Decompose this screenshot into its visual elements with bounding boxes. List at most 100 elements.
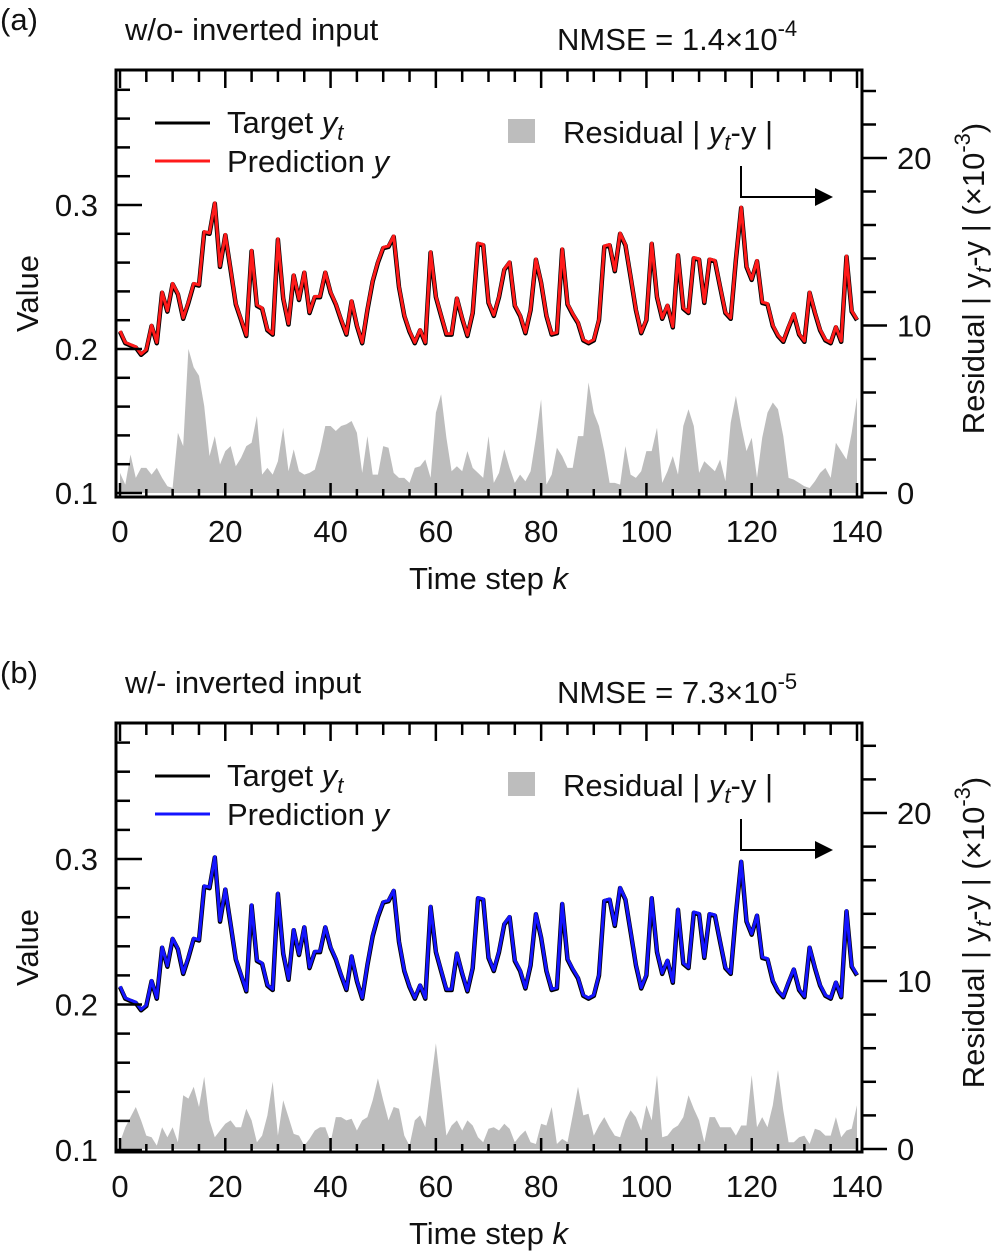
nmse-label: NMSE = 7.3×10-5 <box>557 669 797 710</box>
x-tick-label: 20 <box>208 514 242 549</box>
x-axis-label-part: k <box>553 561 570 596</box>
x-tick-label: 20 <box>208 1169 242 1204</box>
x-tick-label: 40 <box>313 1169 347 1204</box>
y2-tick-label: 10 <box>897 309 931 344</box>
x-axis-label: Time step k <box>409 561 570 596</box>
y-axis-label-part: Value <box>10 255 45 332</box>
legend-prediction-label-part: y <box>371 797 391 832</box>
y2-tick-label-part: 20 <box>897 141 931 176</box>
x-tick-label-part: 20 <box>208 1169 242 1204</box>
legend-target-label: Target yt <box>227 105 344 145</box>
x-tick-label-part: 80 <box>524 1169 558 1204</box>
y-tick-label: 0.3 <box>55 188 98 223</box>
x-tick-label-part: 100 <box>621 1169 673 1204</box>
y2-tick-label: 10 <box>897 964 931 999</box>
legend-residual-label-part: t <box>724 783 731 808</box>
legend-target-label-part: y <box>320 105 340 140</box>
x-tick-label: 140 <box>831 514 883 549</box>
legend-residual-label-part: -y | <box>731 768 774 803</box>
y2-axis-label-part: -3 <box>950 787 975 807</box>
legend-residual-swatch <box>508 119 535 143</box>
x-tick-label-part: 120 <box>726 1169 778 1204</box>
prediction-line <box>118 201 859 356</box>
x-axis-label-part: Time step <box>409 1216 553 1251</box>
y2-tick-label-part: 20 <box>897 796 931 831</box>
legend-residual-label: Residual | yt-y | <box>563 768 773 808</box>
nmse-label-part: -5 <box>778 669 798 694</box>
x-tick-label-part: 0 <box>111 514 128 549</box>
arrow-head-icon <box>815 188 833 206</box>
panel-title-part: w/o- inverted input <box>124 12 379 47</box>
panel-b: (b) w/- inverted input NMSE = 7.3×10-5 0 20 4… <box>0 655 996 1251</box>
x-tick-label-part: 40 <box>313 514 347 549</box>
x-tick-label: 60 <box>419 514 453 549</box>
y-axis-label: Value <box>10 255 45 332</box>
y2-tick-label: 20 <box>897 141 931 176</box>
y-tick-label: 0.3 <box>55 842 98 877</box>
panel-label-part: (a) <box>0 2 38 37</box>
target-line <box>117 201 859 358</box>
x-tick-label-part: 40 <box>313 1169 347 1204</box>
y-tick-label-part: 0.2 <box>55 332 98 367</box>
x-tick-label-part: 140 <box>831 1169 883 1204</box>
y-tick-label-part: 0.1 <box>55 1133 98 1168</box>
y2-axis-label-part: -3 <box>950 133 975 153</box>
residual-area <box>120 1043 857 1149</box>
y-tick-label-part: 0.3 <box>55 188 98 223</box>
y2-axis-label-part: ) <box>956 777 991 787</box>
panel-label-part: (b) <box>0 655 38 690</box>
x-tick-label-part: 140 <box>831 514 883 549</box>
legend-residual-label-part: y <box>707 768 727 803</box>
x-tick-label: 60 <box>419 1169 453 1204</box>
x-tick-label-part: 60 <box>419 1169 453 1204</box>
legend-target-label-part: t <box>337 773 344 798</box>
x-axis-label-part: k <box>553 1216 570 1251</box>
legend-target-label-part: y <box>320 758 340 793</box>
y2-axis-label-part: t <box>971 920 996 927</box>
y2-axis-label: Residual | yt-y | (×10-3) <box>950 777 996 1088</box>
nmse-label-part: NMSE = 1.4×10 <box>557 22 778 57</box>
legend-prediction-label-part: Prediction <box>227 797 373 832</box>
x-tick-label: 80 <box>524 1169 558 1204</box>
legend-residual-label-part: Residual | <box>563 115 709 150</box>
nmse-label: NMSE = 1.4×10-4 <box>557 16 797 57</box>
x-tick-label: 120 <box>726 1169 778 1204</box>
x-tick-label: 40 <box>313 514 347 549</box>
legend-residual-label: Residual | yt-y | <box>563 115 773 155</box>
legend-residual-swatch <box>508 772 535 796</box>
legend-target-label-part: t <box>337 120 344 145</box>
x-tick-label-part: 120 <box>726 514 778 549</box>
y2-axis-label-part: Residual | y <box>956 272 991 434</box>
y-tick-label-part: 0.3 <box>55 842 98 877</box>
legend-prediction-label: Prediction y <box>227 144 391 179</box>
prediction-line <box>118 855 859 1011</box>
y2-axis-label-part: -y | (×10 <box>956 807 991 921</box>
y-tick-label: 0.1 <box>55 1133 98 1168</box>
x-tick-label: 0 <box>111 1169 128 1204</box>
residual-area <box>120 348 857 493</box>
x-tick-label: 140 <box>831 1169 883 1204</box>
legend-target-label: Target yt <box>227 758 344 798</box>
x-tick-label-part: 100 <box>621 514 673 549</box>
y-axis-label-part: Value <box>10 909 45 986</box>
x-axis-label: Time step k <box>409 1216 570 1251</box>
y2-axis-label-part: Residual | y <box>956 926 991 1088</box>
x-tick-label: 100 <box>621 514 673 549</box>
panel-title-part: w/- inverted input <box>124 665 361 700</box>
x-tick-label: 80 <box>524 514 558 549</box>
y-axis-label: Value <box>10 909 45 986</box>
x-tick-label-part: 60 <box>419 514 453 549</box>
legend-prediction-label-part: y <box>371 144 391 179</box>
x-tick-label: 100 <box>621 1169 673 1204</box>
x-tick-label: 120 <box>726 514 778 549</box>
legend-target-label-part: Target <box>227 758 322 793</box>
y-tick-label: 0.1 <box>55 476 98 511</box>
x-axis-label-part: Time step <box>409 561 553 596</box>
panel-a: (a) w/o- inverted input NMSE = 1.4×10-4 0 20… <box>0 2 996 596</box>
y-tick-label-part: 0.2 <box>55 988 98 1023</box>
arrow-head-icon <box>815 841 833 859</box>
y2-tick-label: 0 <box>897 1132 914 1167</box>
legend-residual-label-part: y <box>707 115 727 150</box>
